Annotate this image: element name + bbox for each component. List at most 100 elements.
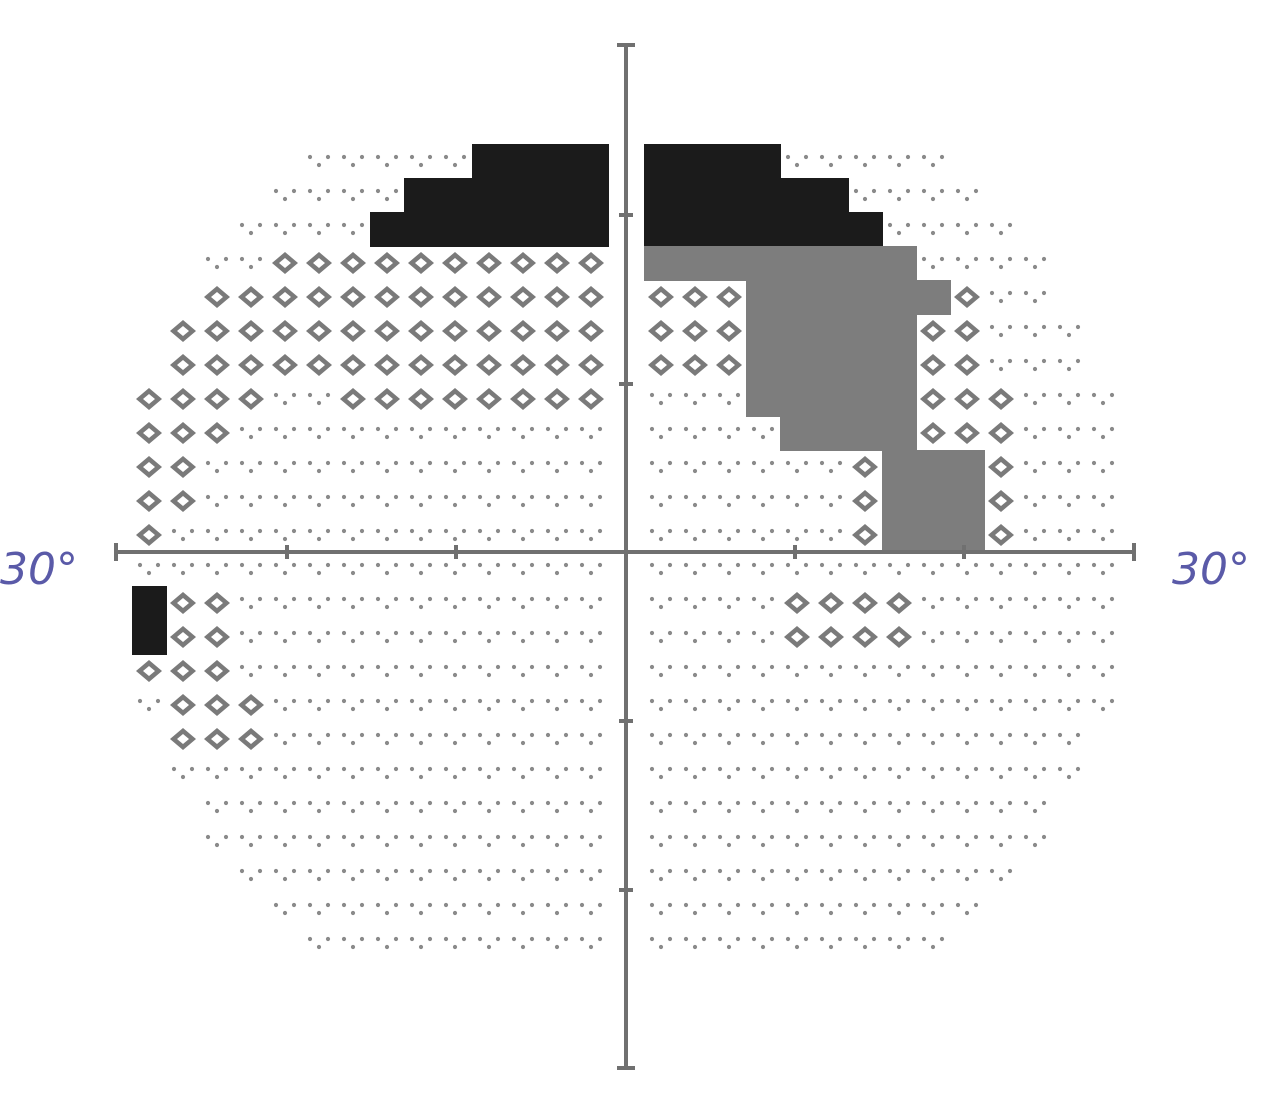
normal-dot: [701, 698, 707, 704]
field-cell: [649, 426, 673, 440]
normal-dot: [955, 834, 961, 840]
normal-dot: [1032, 774, 1038, 780]
normal-dot: [1100, 434, 1106, 440]
normal-dot: [1032, 638, 1038, 644]
field-cell: [1023, 426, 1047, 440]
normal-dot: [717, 664, 723, 670]
moderate-symbol: [442, 252, 468, 274]
moderate-symbol: [408, 286, 434, 308]
normal-dot: [1032, 264, 1038, 270]
normal-dot: [588, 706, 594, 712]
normal-dot: [853, 698, 859, 704]
normal-dot: [588, 774, 594, 780]
normal-dot: [930, 774, 936, 780]
normal-dot: [692, 706, 698, 712]
field-cell: [950, 518, 985, 553]
normal-dot: [989, 800, 995, 806]
normal-dot: [819, 936, 825, 942]
field-cell: [239, 460, 263, 474]
normal-dot: [273, 188, 279, 194]
field-cell: [780, 246, 815, 281]
moderate-cell: [916, 280, 951, 315]
normal-dot: [837, 766, 843, 772]
normal-dot: [751, 664, 757, 670]
field-cell: [511, 630, 535, 644]
normal-dot: [930, 910, 936, 916]
normal-dot: [717, 698, 723, 704]
field-cell: [853, 664, 877, 678]
normal-dot: [316, 162, 322, 168]
moderate-symbol: [852, 456, 878, 478]
normal-dot: [316, 944, 322, 950]
field-cell: [545, 460, 569, 474]
normal-dot: [350, 196, 356, 202]
normal-dot: [1032, 502, 1038, 508]
field-cell: [1091, 392, 1115, 406]
normal-dot: [751, 562, 757, 568]
normal-dot: [930, 672, 936, 678]
normal-dot: [579, 630, 585, 636]
normal-dot: [955, 732, 961, 738]
field-cell: [239, 562, 263, 576]
normal-dot: [461, 698, 467, 704]
normal-dot: [350, 774, 356, 780]
field-cell: [887, 732, 911, 746]
normal-dot: [307, 494, 313, 500]
normal-dot: [554, 706, 560, 712]
normal-dot: [726, 570, 732, 576]
normal-dot: [350, 706, 356, 712]
normal-dot: [701, 596, 707, 602]
normal-dot: [545, 698, 551, 704]
moderate-symbol: [170, 694, 196, 716]
normal-dot: [794, 468, 800, 474]
field-cell: [306, 286, 332, 308]
field-cell: [853, 732, 877, 746]
normal-dot: [896, 196, 902, 202]
normal-dot: [579, 698, 585, 704]
field-cell: [814, 212, 849, 247]
normal-dot: [282, 434, 288, 440]
field-cell: [989, 562, 1013, 576]
moderate-cell: [848, 348, 883, 383]
normal-dot: [735, 460, 741, 466]
field-cell: [171, 766, 195, 780]
normal-dot: [554, 740, 560, 746]
normal-dot: [828, 944, 834, 950]
normal-dot: [1091, 664, 1097, 670]
normal-dot: [1023, 324, 1029, 330]
normal-dot: [418, 604, 424, 610]
field-cell: [955, 596, 979, 610]
normal-dot: [794, 944, 800, 950]
normal-dot: [1032, 536, 1038, 542]
field-cell: [1023, 460, 1047, 474]
normal-dot: [1007, 732, 1013, 738]
normal-dot: [1023, 256, 1029, 262]
field-cell: [644, 178, 679, 213]
normal-dot: [443, 630, 449, 636]
normal-dot: [751, 630, 757, 636]
normal-dot: [905, 154, 911, 160]
moderate-symbol: [204, 660, 230, 682]
normal-dot: [563, 494, 569, 500]
normal-dot: [692, 604, 698, 610]
field-cell: [443, 834, 467, 848]
normal-dot: [239, 596, 245, 602]
normal-dot: [273, 664, 279, 670]
normal-dot: [701, 936, 707, 942]
normal-dot: [554, 774, 560, 780]
field-cell: [307, 902, 331, 916]
normal-dot: [760, 876, 766, 882]
normal-dot: [239, 460, 245, 466]
normal-dot: [921, 562, 927, 568]
normal-dot: [717, 460, 723, 466]
normal-dot: [443, 800, 449, 806]
field-cell: [751, 596, 775, 610]
moderate-symbol: [544, 388, 570, 410]
field-cell: [273, 596, 297, 610]
normal-dot: [794, 672, 800, 678]
normal-dot: [649, 902, 655, 908]
normal-dot: [341, 800, 347, 806]
normal-dot: [717, 868, 723, 874]
normal-dot: [393, 664, 399, 670]
normal-dot: [248, 876, 254, 882]
